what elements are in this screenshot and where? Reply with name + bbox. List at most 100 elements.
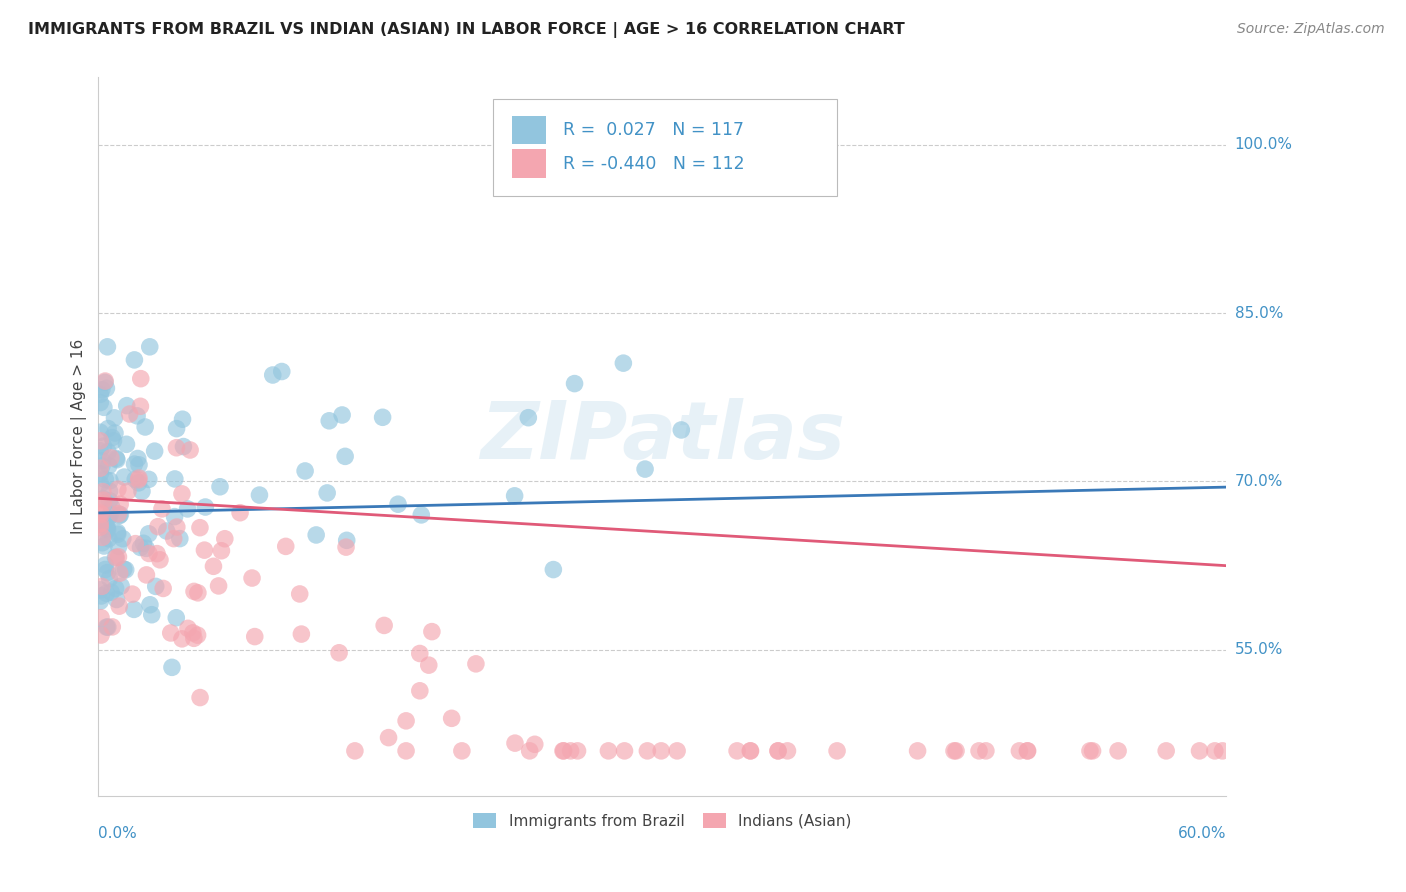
Point (97, 523, 120, 537)
Point (330, 408, 353, 422)
Point (89, 461, 111, 475)
Point (169, 532, 191, 546)
Point (115, 399, 138, 413)
Point (451, 744, 474, 758)
Point (160, 660, 183, 674)
Point (98, 507, 121, 521)
Point (91, 530, 114, 544)
Text: R = -0.440   N = 112: R = -0.440 N = 112 (562, 154, 745, 173)
Point (90, 383, 112, 397)
Point (105, 592, 128, 607)
Point (94, 374, 117, 388)
Point (94, 562, 117, 576)
Point (159, 626, 181, 640)
Point (193, 543, 215, 558)
Text: R =  0.027   N = 117: R = 0.027 N = 117 (562, 121, 744, 139)
Point (105, 550, 128, 565)
Point (166, 422, 188, 436)
Point (181, 625, 204, 640)
Point (138, 472, 160, 486)
Point (98, 572, 121, 586)
Point (503, 489, 526, 503)
Point (101, 431, 124, 445)
Point (94, 376, 117, 390)
Point (89, 582, 111, 597)
Point (96, 519, 118, 533)
Point (128, 473, 150, 487)
Point (166, 441, 188, 455)
Point (89, 594, 111, 608)
Point (543, 563, 565, 577)
Y-axis label: In Labor Force | Age > 16: In Labor Force | Age > 16 (72, 339, 87, 534)
Point (96, 620, 118, 634)
Legend: Immigrants from Brazil, Indians (Asian): Immigrants from Brazil, Indians (Asian) (467, 806, 858, 835)
Point (1008, 744, 1031, 758)
Point (766, 744, 789, 758)
Bar (512, 115, 546, 145)
Point (146, 519, 169, 533)
Point (98, 493, 121, 508)
Point (214, 532, 236, 546)
Point (188, 521, 211, 535)
Point (107, 482, 129, 496)
Point (100, 585, 122, 599)
Point (91, 453, 114, 467)
Point (107, 540, 129, 554)
Point (274, 540, 297, 554)
Point (163, 532, 186, 546)
Point (97, 421, 120, 435)
Point (371, 410, 394, 425)
Point (395, 714, 418, 728)
Point (93, 439, 115, 453)
Point (124, 472, 146, 486)
Point (517, 410, 540, 425)
Point (91, 491, 114, 506)
Point (294, 464, 316, 478)
Point (100, 450, 122, 465)
Point (172, 440, 194, 454)
Point (127, 409, 149, 423)
Point (740, 744, 762, 758)
Point (89, 434, 111, 448)
Point (139, 340, 162, 354)
Point (97, 620, 120, 634)
Point (93, 401, 115, 415)
Point (98, 474, 121, 488)
Point (156, 524, 179, 538)
Point (129, 399, 152, 413)
Point (598, 744, 620, 758)
Point (103, 410, 125, 425)
Point (94, 473, 117, 487)
Point (138, 546, 160, 560)
Point (170, 632, 193, 646)
Text: ZIPatlas: ZIPatlas (479, 398, 845, 475)
Point (89, 467, 111, 481)
Point (94, 513, 117, 527)
Point (183, 632, 205, 646)
Point (1211, 744, 1233, 758)
Text: 60.0%: 60.0% (1178, 826, 1226, 841)
Point (551, 744, 574, 758)
Point (96, 566, 118, 580)
Point (194, 500, 217, 514)
Point (249, 488, 271, 502)
Point (110, 579, 132, 593)
Point (89, 395, 111, 409)
Point (187, 586, 209, 600)
Point (124, 352, 146, 367)
Point (108, 497, 131, 511)
Point (97, 445, 120, 459)
Point (290, 627, 312, 641)
Point (104, 425, 127, 440)
Point (89, 425, 111, 440)
Point (666, 744, 689, 758)
Point (107, 549, 129, 564)
Point (172, 412, 194, 426)
Point (89, 443, 111, 458)
Point (262, 368, 284, 382)
Point (89, 520, 111, 534)
Point (270, 364, 292, 378)
Point (122, 602, 145, 616)
Point (183, 584, 205, 599)
Point (141, 607, 163, 622)
